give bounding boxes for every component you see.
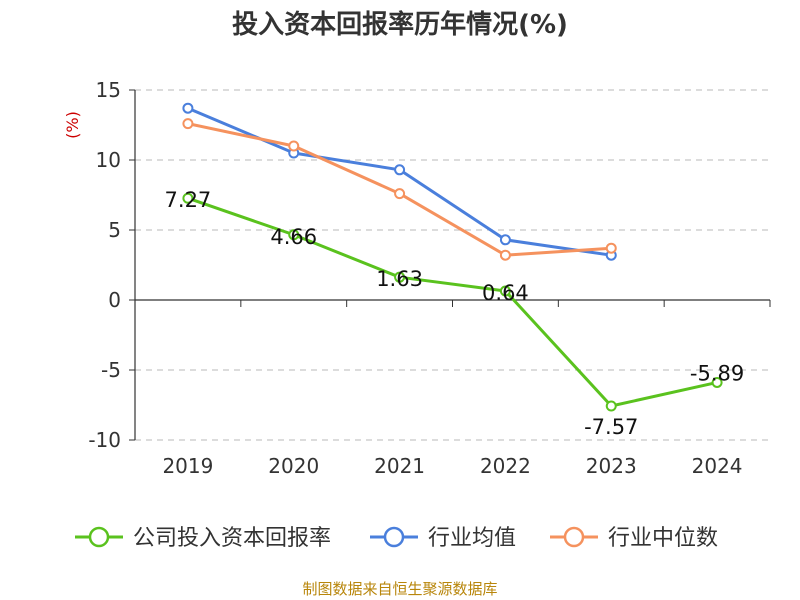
- data-point: [499, 234, 511, 246]
- data-label: 0.64: [482, 281, 529, 305]
- data-point: [394, 188, 406, 200]
- data-point: [394, 271, 406, 283]
- series-layer: [182, 102, 723, 412]
- x-tick-label: 2022: [480, 454, 531, 478]
- data-label: 1.63: [376, 267, 423, 291]
- x-tick-label: 2019: [162, 454, 213, 478]
- legend-label: 公司投入资本回报率: [133, 526, 331, 551]
- x-tick-label: 2020: [268, 454, 319, 478]
- legend-item: 行业均值: [370, 526, 516, 551]
- legend-label: 行业均值: [428, 526, 516, 551]
- legend-item: 行业中位数: [550, 526, 718, 551]
- data-point: [605, 242, 617, 254]
- y-axis-label: (%): [63, 111, 82, 139]
- grid-lines: [135, 89, 770, 441]
- y-tick-label: 10: [96, 148, 121, 172]
- legend: 公司投入资本回报率 行业均值 行业中位数: [75, 526, 718, 551]
- axes: 15 10 5 0 -5 -10 2019 2020 2021 2022 2023 2024: [88, 78, 771, 478]
- data-point: [182, 192, 194, 204]
- legend-item: 公司投入资本回报率: [75, 526, 331, 551]
- data-labels: 7.27 4.66 1.63 0.64 -7.57 -5.89: [165, 188, 745, 439]
- legend-label: 行业中位数: [608, 526, 718, 551]
- x-tick-label: 2023: [586, 454, 637, 478]
- data-point: [182, 102, 194, 114]
- data-point: [288, 140, 300, 152]
- data-point: [605, 400, 617, 412]
- data-label: 7.27: [165, 188, 212, 212]
- series-line: [187, 106, 612, 257]
- data-point: [499, 285, 511, 297]
- legend-marker: [88, 526, 110, 548]
- data-point: [499, 249, 511, 261]
- data-label: -7.57: [584, 415, 638, 439]
- source-note: 制图数据来自恒生聚源数据库: [302, 580, 498, 598]
- y-tick-label: 5: [108, 218, 121, 242]
- data-point: [182, 118, 194, 130]
- data-label: 4.66: [270, 225, 317, 249]
- y-tick-label: -5: [101, 358, 121, 382]
- chart-title: 投入资本回报率历年情况(%): [232, 10, 568, 40]
- series-line: [187, 196, 718, 408]
- data-point: [394, 164, 406, 176]
- data-point: [711, 376, 723, 388]
- legend-marker: [383, 526, 405, 548]
- x-tick-label: 2024: [692, 454, 743, 478]
- y-tick-label: 15: [96, 78, 121, 102]
- data-point: [288, 229, 300, 241]
- x-tick-label: 2021: [374, 454, 425, 478]
- y-tick-label: -10: [88, 428, 121, 452]
- y-tick-label: 0: [108, 288, 121, 312]
- legend-marker: [563, 526, 585, 548]
- data-label: -5.89: [690, 361, 744, 385]
